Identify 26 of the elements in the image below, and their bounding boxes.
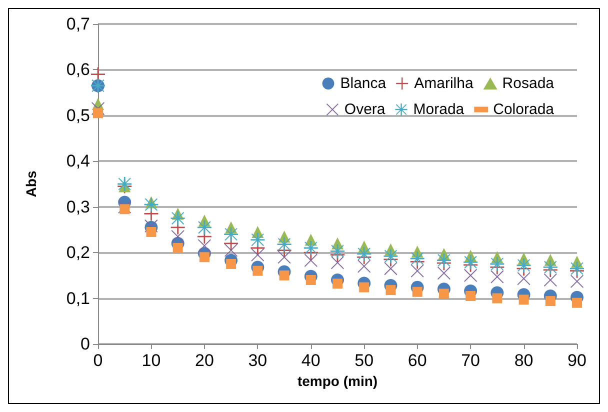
legend-label: Morada bbox=[413, 101, 465, 118]
x-tick-label: 80 bbox=[514, 351, 534, 370]
x-axis-title: tempo (min) bbox=[297, 372, 378, 389]
y-tick-label: 0,7 bbox=[66, 14, 90, 34]
y-tick-label: 0 bbox=[80, 334, 90, 354]
x-tick-label: 20 bbox=[194, 351, 214, 370]
x-tick-label: 90 bbox=[568, 351, 586, 370]
y-tick-label: 0,6 bbox=[66, 60, 90, 80]
x-tick-label: 50 bbox=[354, 351, 374, 370]
x-tick-label: 70 bbox=[461, 351, 480, 370]
x-tick-label: 40 bbox=[301, 351, 320, 370]
y-tick-label: 0,2 bbox=[66, 243, 90, 262]
legend-label: Blanca bbox=[340, 75, 387, 92]
y-tick-label: 0,1 bbox=[66, 288, 90, 308]
y-tick-label: 0,3 bbox=[66, 197, 90, 216]
legend-label: Rosada bbox=[502, 75, 555, 92]
y-axis-title: Abs bbox=[23, 170, 39, 198]
y-tick-label: 0,5 bbox=[66, 106, 90, 125]
x-tick-label: 30 bbox=[248, 351, 268, 370]
x-tick-label: 0 bbox=[93, 351, 103, 370]
y-tick-label: 0,4 bbox=[66, 152, 90, 171]
x-tick-label: 10 bbox=[142, 351, 161, 370]
legend-label: Colorada bbox=[493, 101, 555, 118]
legend-label: Overa bbox=[344, 101, 386, 118]
x-tick-label: 60 bbox=[408, 351, 427, 370]
legend-label: Amarilha bbox=[414, 75, 474, 92]
